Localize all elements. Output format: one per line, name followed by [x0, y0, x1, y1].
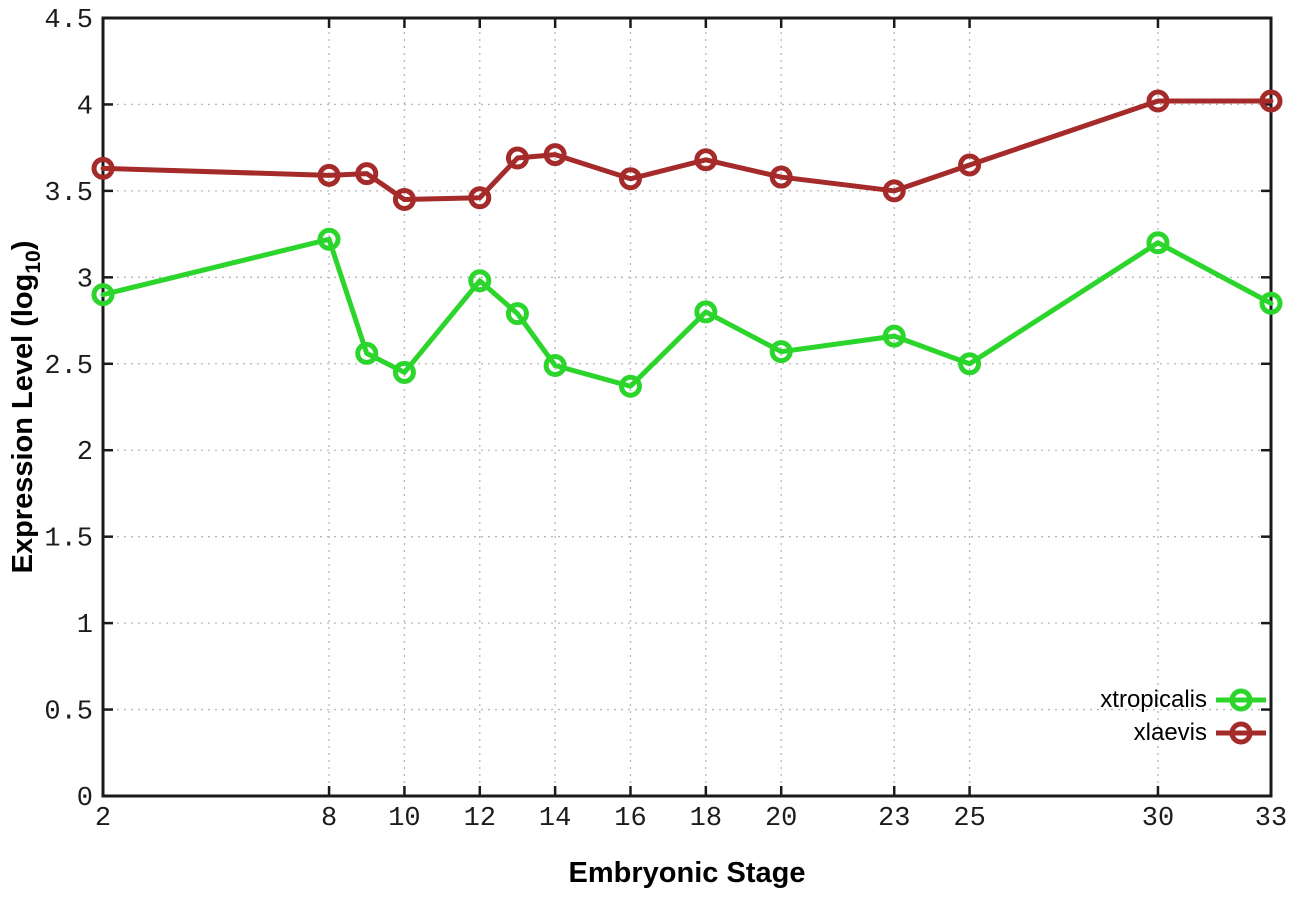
y-tick-label: 3 — [77, 265, 93, 295]
x-tick-label: 18 — [690, 804, 722, 834]
series-line-xlaevis — [100, 98, 1274, 203]
data-point-xlaevis — [958, 153, 982, 177]
data-point-xtropicalis — [618, 374, 642, 398]
data-point-xtropicalis — [694, 300, 718, 324]
data-point-xlaevis — [1259, 89, 1283, 113]
x-tick-label: 14 — [539, 804, 571, 834]
y-tick-label: 1 — [77, 611, 93, 641]
data-point-xtropicalis — [958, 352, 982, 376]
y-tick-label: 2.5 — [44, 352, 93, 382]
data-point-xtropicalis — [392, 360, 416, 384]
data-point-xtropicalis — [769, 340, 793, 364]
data-point-xtropicalis — [1146, 231, 1170, 255]
data-point-xlaevis — [882, 179, 906, 203]
data-point-xlaevis — [543, 143, 567, 167]
plot-area: 2 8 10 12 14 16 18 20 23 25 30 33 0 0.5 1 1.5 2 2.5 3 3.5 4 4… — [44, 6, 1287, 834]
data-point-xlaevis — [505, 146, 529, 170]
legend-entry-xlaevis: xlaevis — [1100, 716, 1266, 749]
data-point-xlaevis — [769, 165, 793, 189]
data-point-xtropicalis — [355, 341, 379, 365]
y-tick-label: 2 — [77, 438, 93, 468]
x-tick-label: 30 — [1142, 804, 1174, 834]
legend-sample-icon-xlaevis — [1216, 721, 1266, 744]
y-tick-label: 3.5 — [44, 179, 93, 209]
y-tick-label: 4.5 — [44, 6, 93, 36]
legend-label-xlaevis: xlaevis — [1133, 718, 1207, 746]
data-point-xlaevis — [618, 167, 642, 191]
data-point-xlaevis — [1146, 89, 1170, 113]
y-tick-label: 0 — [77, 784, 93, 814]
x-tick-label: 25 — [953, 804, 985, 834]
y-axis-label: Expression Level (log10) — [7, 241, 45, 574]
x-tick-label: 10 — [388, 804, 420, 834]
x-axis-label: Embryonic Stage — [569, 857, 806, 889]
legend: xtropicalis xlaevis — [1100, 683, 1266, 749]
data-point-xlaevis — [392, 188, 416, 212]
x-tick-label: 23 — [878, 804, 910, 834]
x-tick-label: 2 — [95, 804, 111, 834]
data-point-xlaevis — [317, 163, 341, 187]
plot-border — [101, 16, 1273, 798]
y-tick-label: 4 — [77, 92, 93, 122]
y-tick-label: 0.5 — [44, 698, 93, 728]
data-point-xtropicalis — [468, 269, 492, 293]
x-tick-label: 16 — [614, 804, 646, 834]
data-point-xtropicalis — [543, 354, 567, 378]
y-tick-label: 1.5 — [44, 525, 93, 555]
x-tick-label: 33 — [1255, 804, 1287, 834]
data-point-xtropicalis — [317, 227, 341, 251]
legend-label-xtropicalis: xtropicalis — [1100, 685, 1207, 713]
data-point-xtropicalis — [882, 324, 906, 348]
legend-sample-icon-xtropicalis — [1216, 688, 1266, 711]
data-point-xlaevis — [468, 186, 492, 210]
data-point-xtropicalis — [1259, 291, 1283, 315]
x-tick-label: 12 — [464, 804, 496, 834]
legend-entry-xtropicalis: xtropicalis — [1100, 683, 1266, 716]
data-point-xlaevis — [355, 162, 379, 186]
data-point-xlaevis — [694, 148, 718, 172]
data-point-xtropicalis — [505, 302, 529, 326]
data-point-xlaevis — [91, 156, 115, 180]
x-tick-label: 20 — [765, 804, 797, 834]
data-point-xtropicalis — [91, 283, 115, 307]
x-tick-label: 8 — [321, 804, 337, 834]
